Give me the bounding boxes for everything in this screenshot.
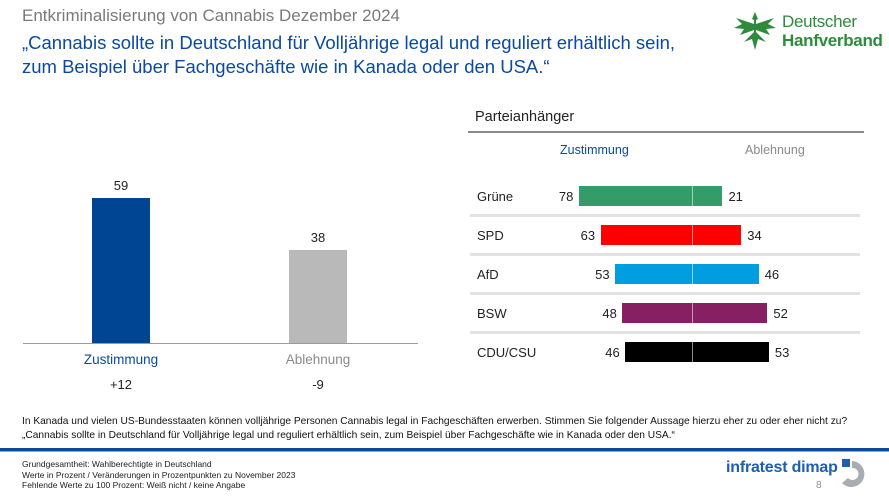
- infratest-dimap-mark-icon: [842, 459, 865, 487]
- value-zustimmung: 48: [602, 306, 617, 321]
- value-label: 59: [113, 178, 129, 193]
- value-ablehnung: 53: [774, 345, 790, 360]
- party-label: CDU/CSU: [477, 345, 537, 360]
- slide-headline: „Cannabis sollte in Deutschland für Voll…: [22, 32, 676, 77]
- footer-divider: [0, 448, 889, 451]
- party-label: BSW: [477, 306, 507, 321]
- dhv-logo-line2: Hanfverband: [782, 31, 883, 50]
- title-divider: [468, 131, 864, 133]
- party-label: SPD: [477, 228, 504, 243]
- center-divider: [692, 186, 693, 206]
- page-number: 8: [816, 480, 822, 491]
- column-header-zustimmung: Zustimmung: [560, 143, 629, 157]
- bar-zustimmung: [625, 342, 692, 362]
- value-zustimmung: 63: [580, 228, 596, 243]
- value-ablehnung: 34: [747, 228, 762, 243]
- bar-zustimmung: [578, 186, 692, 206]
- cannabis-eagle-icon: [734, 12, 776, 50]
- slide-kicker: Entkriminalisierung von Cannabis Dezembe…: [22, 6, 400, 25]
- bar-zustimmung: [615, 264, 692, 284]
- value-ablehnung: 21: [728, 189, 743, 204]
- party-label: Grüne: [477, 189, 514, 204]
- bar-zustimmung: [92, 198, 150, 343]
- center-divider: [692, 342, 693, 362]
- infratest-dimap-logo: infratest dimap: [726, 459, 838, 476]
- value-ablehnung: 46: [764, 267, 780, 282]
- category-label: Ablehnung: [285, 352, 351, 367]
- bar-zustimmung: [622, 303, 692, 323]
- bar-ablehnung: [289, 249, 347, 343]
- value-zustimmung: 46: [605, 345, 620, 360]
- change-label: +12: [109, 377, 133, 392]
- bar-ablehnung: [692, 225, 742, 245]
- footnote-population: Grundgesamtheit: Wahlberechtigte in Deut…: [22, 459, 212, 469]
- value-ablehnung: 52: [773, 306, 788, 321]
- center-divider: [692, 303, 693, 323]
- footnote-missing: Fehlende Werte zu 100 Prozent: Weiß nich…: [22, 480, 246, 490]
- party-chart-title: Parteianhänger: [475, 109, 575, 125]
- category-label: Zustimmung: [83, 352, 159, 367]
- footer-divider-shadow: [0, 451, 889, 452]
- footnotes: Grundgesamtheit: Wahlberechtigte in Deut…: [22, 459, 295, 491]
- row-separator: [470, 292, 860, 295]
- value-label: 38: [310, 229, 326, 245]
- x-axis-line: [23, 343, 418, 344]
- bar-ablehnung: [692, 342, 769, 362]
- dhv-logo: Deutscher Hanfverband: [732, 10, 883, 52]
- survey-question: In Kanada und vielen US-Bundesstaaten kö…: [22, 416, 848, 441]
- footnote-units: Werte in Prozent / Veränderungen in Proz…: [22, 469, 296, 480]
- party-label: AfD: [477, 267, 499, 282]
- overall-chart: 59 Zustimmung +12 38 Ablehnung -9: [0, 170, 440, 400]
- row-separator: [470, 253, 860, 256]
- value-zustimmung: 53: [595, 267, 610, 282]
- dhv-logo-line1: Deutscher: [782, 12, 857, 31]
- bar-ablehnung: [692, 264, 759, 284]
- center-divider: [692, 264, 693, 284]
- bar-zustimmung: [600, 225, 692, 245]
- row-separator: [470, 214, 860, 217]
- column-header-ablehnung: Ablehnung: [745, 143, 805, 157]
- bar-ablehnung: [692, 303, 768, 323]
- center-divider: [692, 225, 693, 245]
- value-zustimmung: 78: [558, 189, 574, 204]
- row-separator: [470, 331, 860, 334]
- bar-ablehnung: [692, 186, 723, 206]
- change-label: -9: [312, 377, 324, 392]
